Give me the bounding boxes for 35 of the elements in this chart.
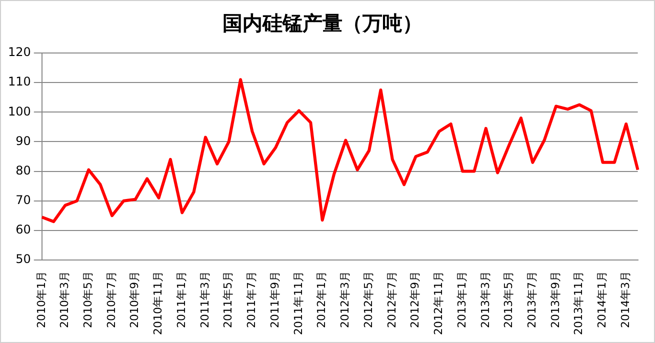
x-tick-label: 2010年11月: [152, 271, 165, 336]
x-tick-label: 2013年7月: [526, 271, 538, 328]
x-tick-label: 2014年1月: [596, 271, 609, 328]
x-tick-label: 2010年3月: [58, 271, 72, 328]
y-tick-label: 80: [16, 163, 31, 178]
x-tick-label: 2012年5月: [362, 271, 375, 328]
x-tick-label: 2011年9月: [268, 271, 282, 328]
y-tick-label: 100: [8, 104, 31, 118]
x-tick-label: 2010年7月: [104, 271, 118, 328]
x-tick-label: 2010年9月: [128, 271, 142, 328]
y-tick-label: 60: [16, 222, 31, 237]
x-tick-label: 2013年9月: [548, 271, 562, 328]
x-tick-label: 2013年3月: [478, 271, 492, 328]
x-tick-label: 2011年7月: [245, 271, 258, 328]
y-tick-label: 70: [16, 192, 31, 207]
x-tick-label: 2013年5月: [502, 271, 516, 328]
x-tick-label: 2010年1月: [34, 271, 48, 328]
y-tick-label: 120: [8, 45, 31, 60]
x-tick-label: 2013年11月: [572, 271, 586, 336]
x-tick-label: 2013年1月: [455, 271, 468, 328]
x-tick-label: 2011年3月: [198, 271, 212, 328]
x-tick-label: 2011年1月: [174, 271, 188, 328]
x-tick-label: 2012年1月: [315, 271, 328, 328]
x-tick-label: 2011年5月: [222, 271, 235, 328]
chart-title: 国内硅锰产量（万吨）: [222, 11, 422, 36]
x-tick-label: 2012年3月: [338, 271, 352, 328]
x-tick-label: 2012年7月: [385, 271, 398, 328]
x-tick-label: 2010年5月: [82, 271, 94, 328]
x-tick-label: 2014年3月: [618, 271, 632, 328]
y-tick-label: 90: [16, 134, 31, 148]
y-tick-label: 110: [8, 74, 31, 89]
x-tick-label: 2012年11月: [432, 271, 446, 336]
y-tick-label: 50: [16, 252, 31, 266]
x-tick-label: 2012年9月: [408, 271, 422, 328]
x-tick-label: 2011年11月: [292, 271, 305, 336]
